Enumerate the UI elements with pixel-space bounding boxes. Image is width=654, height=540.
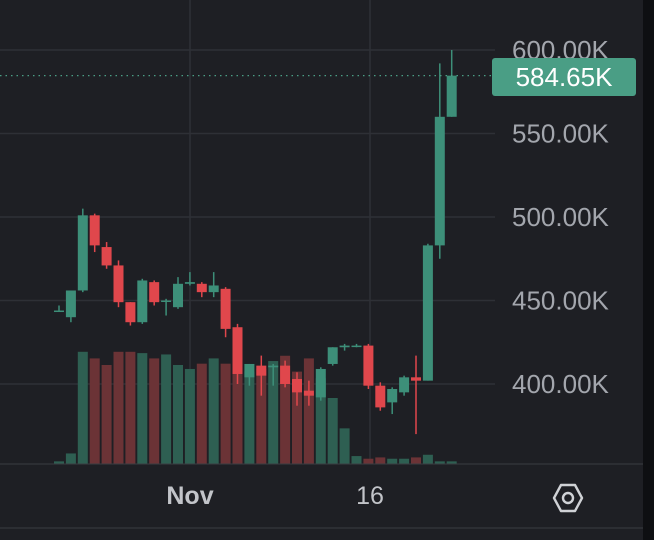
candle-body [399, 377, 410, 393]
volume-bar [196, 363, 207, 464]
volume-bar [232, 355, 243, 464]
volume-bar [89, 358, 100, 464]
volume-bar [339, 428, 350, 464]
candle-body [375, 385, 386, 408]
candles [54, 50, 457, 435]
candle-body [303, 390, 314, 396]
candle-body [411, 377, 421, 381]
candle-body [268, 365, 279, 368]
volume-bar [268, 361, 279, 464]
candle-body [387, 389, 398, 403]
x-tick-16: 16 [356, 482, 384, 510]
volume-bar [351, 456, 362, 464]
volume-bar [363, 458, 374, 464]
volume-bars [54, 351, 457, 464]
candle-body [446, 75, 457, 117]
volume-bar [65, 453, 76, 464]
candle-body [208, 285, 219, 293]
volume-bar [161, 354, 172, 464]
candle-body [196, 283, 207, 293]
candle-body [161, 300, 172, 302]
volume-bar [411, 457, 421, 464]
volume-bar [280, 355, 291, 464]
candle-body [327, 347, 338, 364]
volume-bar [256, 368, 267, 464]
candle-body [232, 327, 243, 374]
candle-body [101, 247, 112, 266]
candle-body [137, 280, 148, 323]
candle-body [256, 365, 267, 376]
volume-bar [173, 365, 183, 464]
volume-bar [125, 351, 136, 464]
volume-bar [137, 353, 148, 464]
candle-body [280, 365, 291, 384]
candle-body [315, 368, 326, 398]
volume-bar [244, 371, 255, 464]
volume-bar [208, 358, 219, 464]
window-edge [643, 0, 654, 540]
volume-bar [54, 461, 64, 464]
volume-bar [149, 358, 160, 464]
candle-body [77, 215, 88, 291]
volume-bar [113, 351, 124, 464]
candle-body [54, 310, 64, 313]
candle-body [351, 345, 362, 348]
volume-bar [315, 378, 326, 464]
y-tick-label: 500.00K [512, 202, 610, 232]
y-tick-label: 550.00K [512, 119, 610, 149]
volume-bar [101, 365, 112, 464]
y-tick-label: 450.00K [512, 286, 610, 316]
candle-body [113, 265, 124, 303]
candle-body [220, 288, 231, 329]
candle-body [339, 345, 350, 348]
candle-body [422, 245, 433, 381]
volume-bar [422, 454, 433, 464]
volume-bar [303, 358, 314, 464]
x-tick-nov: Nov [166, 482, 213, 510]
volume-bar [184, 368, 195, 464]
volume-bar [446, 461, 457, 464]
candle-body [292, 378, 302, 393]
volume-bar [399, 458, 410, 464]
candle-body [149, 282, 160, 303]
candle-body [434, 116, 445, 246]
settings-button[interactable] [548, 478, 588, 518]
volume-bar [77, 351, 88, 464]
volume-bar [434, 461, 445, 464]
y-tick-label: 400.00K [512, 369, 610, 399]
volume-bar [220, 363, 231, 464]
volume-bar [292, 371, 302, 464]
settings-hexagon-icon [552, 483, 584, 513]
candle-body [244, 363, 255, 378]
volume-bar [327, 398, 338, 464]
volume-bar [375, 457, 386, 464]
candle-body [173, 283, 183, 308]
candle-body [184, 282, 195, 284]
candle-body [89, 215, 100, 246]
candle-body [65, 290, 76, 318]
volume-bar [387, 458, 398, 464]
last-price-badge: 584.65K [492, 58, 636, 96]
candle-body [363, 345, 374, 386]
candle-body [125, 302, 136, 323]
